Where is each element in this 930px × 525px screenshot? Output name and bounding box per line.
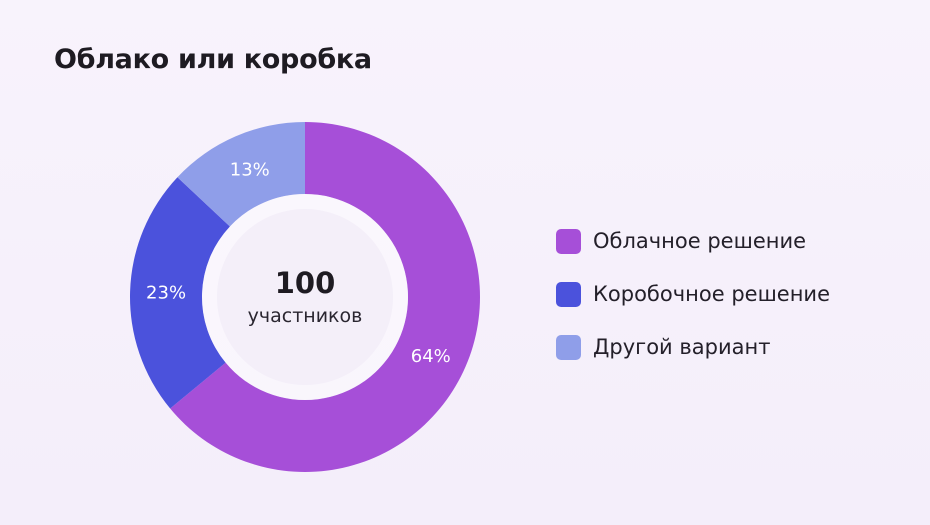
center-count: 100 — [275, 266, 336, 300]
legend-item-other: Другой вариант — [556, 334, 830, 360]
legend-swatch-box — [556, 281, 581, 307]
donut-slice-other — [177, 122, 305, 227]
center-label: участников — [248, 305, 363, 327]
legend-item-cloud: Облачное решение — [556, 228, 830, 254]
legend-item-box: Коробочное решение — [556, 281, 830, 307]
slice-label-box: 23% — [146, 283, 186, 304]
inner-ring — [202, 194, 408, 400]
legend-swatch-cloud — [556, 228, 581, 254]
chart-title: Облако или коробка — [54, 44, 372, 75]
slice-labels: 64% 23% 13% — [146, 159, 451, 367]
donut-slice-box — [130, 177, 230, 409]
legend-label-cloud: Облачное решение — [593, 229, 807, 253]
center-disc — [217, 209, 393, 385]
slice-label-cloud: 64% — [411, 346, 451, 367]
legend-label-other: Другой вариант — [593, 335, 771, 359]
legend-swatch-other — [556, 334, 581, 360]
donut-slices — [130, 122, 480, 472]
donut-chart: 100 участников 64% 23% 13% — [130, 122, 480, 472]
slice-label-other: 13% — [230, 159, 270, 180]
chart-legend: Облачное решение Коробочное решение Друг… — [556, 228, 830, 387]
donut-slice-cloud — [170, 122, 480, 472]
legend-label-box: Коробочное решение — [593, 282, 830, 306]
